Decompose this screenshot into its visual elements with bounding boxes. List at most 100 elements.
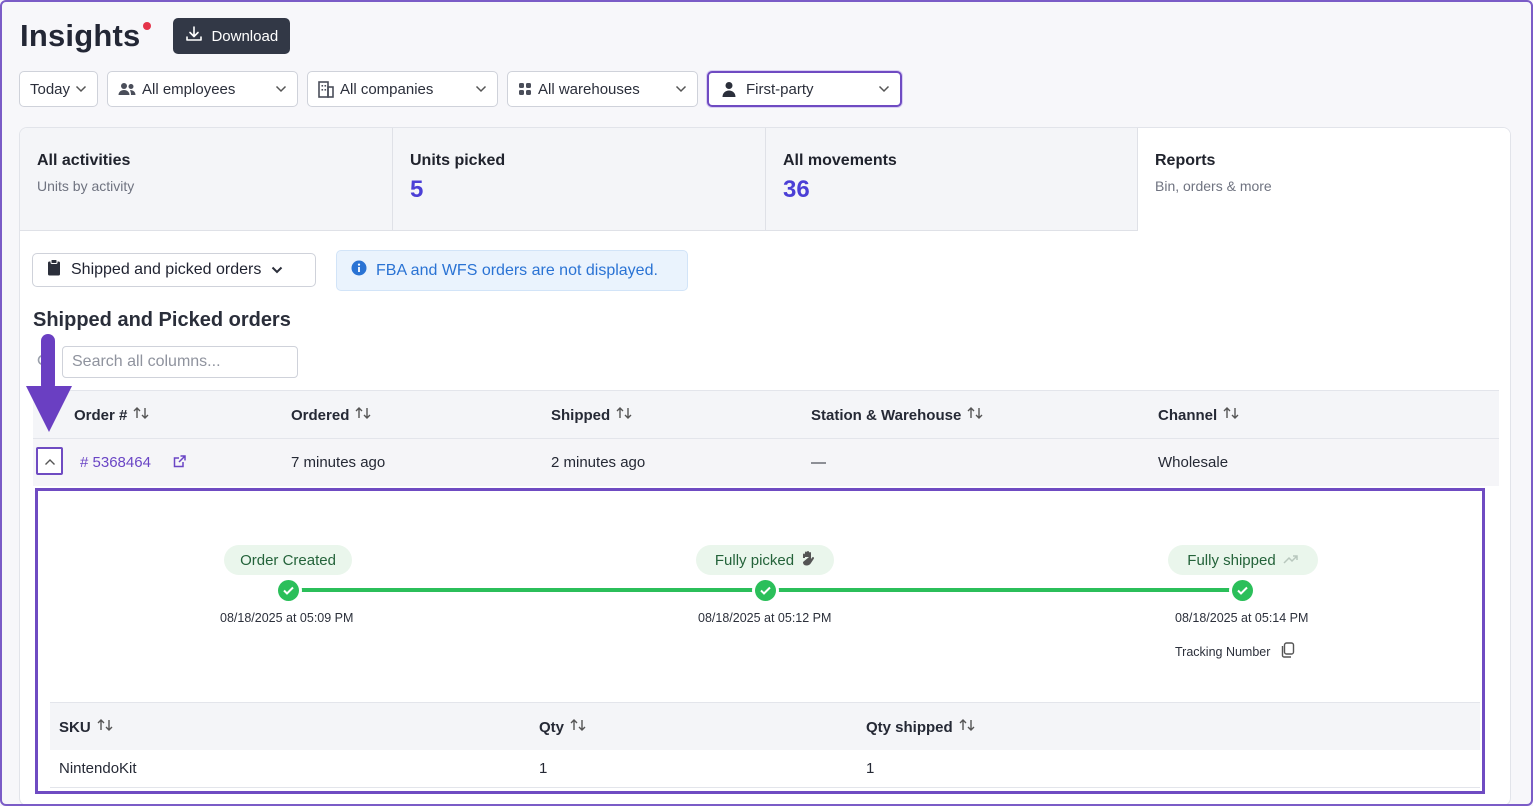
sort-icon [355,406,371,424]
chevron-down-icon [675,85,687,93]
download-label: Download [211,27,279,45]
col-ordered[interactable]: Ordered [291,406,371,424]
timeline-line [767,588,1233,592]
notice-text: FBA and WFS orders are not displayed. [376,261,658,279]
insights-card: All activities Units by activity Units p… [19,127,1511,806]
collapse-row-button[interactable] [36,447,63,475]
employees-filter[interactable]: All employees [107,71,298,107]
col-label: SKU [59,718,91,736]
companies-filter[interactable]: All companies [307,71,498,107]
report-type-label: Shipped and picked orders [71,261,262,278]
search-input[interactable] [62,346,298,378]
table-row: NintendoKit 1 1 [50,750,1480,788]
chevron-down-icon [271,261,283,279]
step-date-picked: 08/18/2025 at 05:12 PM [698,611,832,625]
info-notice: FBA and WFS orders are not displayed. [336,250,688,291]
sort-icon [1223,406,1239,424]
tracking-label: Tracking Number [1175,644,1271,659]
station-cell: — [811,454,826,471]
step-date-created: 08/18/2025 at 05:09 PM [220,611,354,625]
stat-title: All activities [37,152,131,169]
people-icon [118,82,136,96]
report-type-select[interactable]: Shipped and picked orders [32,253,316,287]
stat-subtitle: Units by activity [37,178,135,194]
warehouses-filter[interactable]: All warehouses [507,71,698,107]
col-label: Channel [1158,406,1218,424]
party-filter[interactable]: First-party [707,71,902,107]
col-qty[interactable]: Qty [539,718,586,736]
download-button[interactable]: Download [173,18,291,54]
stat-value: 36 [783,176,810,203]
chevron-up-icon [44,453,56,470]
sort-icon [967,406,983,424]
step-label-text: Order Created [240,551,336,569]
tab-units-picked[interactable]: Units picked 5 [393,128,766,231]
sort-icon [133,406,149,424]
date-filter[interactable]: Today [19,71,98,107]
stat-title: Reports [1155,152,1216,169]
sku-table-header: SKU Qty Qty shipped [50,702,1480,750]
download-icon [185,25,203,47]
hand-icon [801,550,815,570]
filter-bar: Today All employees All companies All wa… [19,71,902,107]
col-channel[interactable]: Channel [1158,406,1239,424]
col-label: Qty [539,718,565,736]
col-shipped[interactable]: Shipped [551,406,632,424]
ordered-cell: 7 minutes ago [291,454,386,471]
stat-title: Units picked [410,152,506,169]
grid-icon [518,82,532,96]
order-number-cell: # 5368464 [80,454,186,472]
annotation-arrow [26,334,72,439]
check-circle-icon [278,580,299,601]
tab-all-activities[interactable]: All activities Units by activity [20,128,393,231]
sort-icon [616,406,632,424]
orders-table-header: Order # Ordered Shipped Station & Wareho… [33,390,1499,439]
col-order[interactable]: Order # [74,406,149,424]
clipboard-icon [47,259,61,281]
table-row[interactable]: # 5368464 7 minutes ago 2 minutes ago — … [33,439,1499,486]
step-label-picked: Fully picked [696,545,834,575]
employees-filter-label: All employees [142,80,236,98]
step-date-shipped: 08/18/2025 at 05:14 PM [1175,611,1309,625]
trending-up-icon [1283,552,1299,569]
party-filter-label: First-party [746,80,814,98]
sort-icon [97,718,113,736]
date-filter-label: Today [30,80,71,98]
col-label: Station & Warehouse [811,406,962,424]
step-label-shipped: Fully shipped [1168,545,1318,575]
col-station[interactable]: Station & Warehouse [811,406,983,424]
channel-cell: Wholesale [1158,454,1229,471]
order-details-panel: Order Created Fully picked Fully shipped… [35,488,1485,794]
shipped-cell: 2 minutes ago [551,454,646,471]
sku-cell: NintendoKit [59,760,137,777]
stat-value: 5 [410,176,424,203]
col-label: Shipped [551,406,611,424]
check-circle-icon [755,580,776,601]
chevron-down-icon [75,85,87,93]
chevron-down-icon [275,85,287,93]
step-label-text: Fully picked [714,551,795,569]
col-label: Ordered [291,406,350,424]
qty-shipped-cell: 1 [866,760,875,777]
section-title: Shipped and Picked orders [33,309,291,331]
step-label-text: Fully shipped [1187,551,1276,569]
col-sku[interactable]: SKU [59,718,113,736]
col-qty-shipped[interactable]: Qty shipped [866,718,975,736]
external-link-icon[interactable] [173,455,186,472]
step-label-created: Order Created [224,545,352,575]
copy-icon[interactable] [1280,642,1295,661]
col-label: Qty shipped [866,718,953,736]
tab-reports[interactable]: Reports Bin, orders & more [1138,128,1510,231]
building-icon [318,80,334,98]
sort-icon [570,718,586,736]
stat-title: All movements [783,152,897,169]
check-circle-icon [1232,580,1253,601]
sort-icon [959,718,975,736]
order-link[interactable]: # 5368464 [80,454,151,471]
tracking-number: Tracking Number [1175,642,1295,661]
col-label: Order # [74,406,128,424]
tab-all-movements[interactable]: All movements 36 [766,128,1138,231]
chevron-down-icon [475,85,487,93]
info-icon [351,260,367,281]
qty-cell: 1 [539,760,548,777]
